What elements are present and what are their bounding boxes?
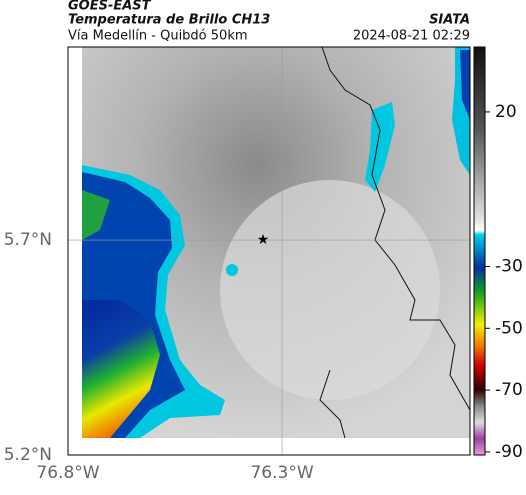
station-marker: ★: [257, 232, 270, 248]
map-frame: [67, 46, 471, 456]
subtitle: Vía Medellín - Quibdó 50km: [68, 29, 248, 44]
y-tick-label: 5.2°N: [4, 445, 52, 465]
timestamp: 2024-08-21 02:29: [353, 29, 470, 44]
colorbar-tick-label: -70: [495, 380, 523, 400]
colorbar-tick-label: -30: [495, 256, 523, 276]
title: Temperatura de Brillo CH13: [68, 13, 270, 28]
colorbar-tick-label: -90: [495, 442, 523, 462]
x-tick-label: 76.8°W: [36, 463, 99, 483]
agency: SIATA: [429, 13, 470, 28]
colorbar-tick-label: 20: [495, 102, 517, 122]
y-tick-label: 5.7°N: [4, 230, 52, 250]
x-tick-label: 76.3°W: [250, 463, 313, 483]
satellite-image: [68, 46, 471, 455]
colorbar-tick-label: -50: [495, 318, 523, 338]
colorbar: [473, 46, 486, 456]
source: GOES-EAST: [68, 0, 152, 14]
